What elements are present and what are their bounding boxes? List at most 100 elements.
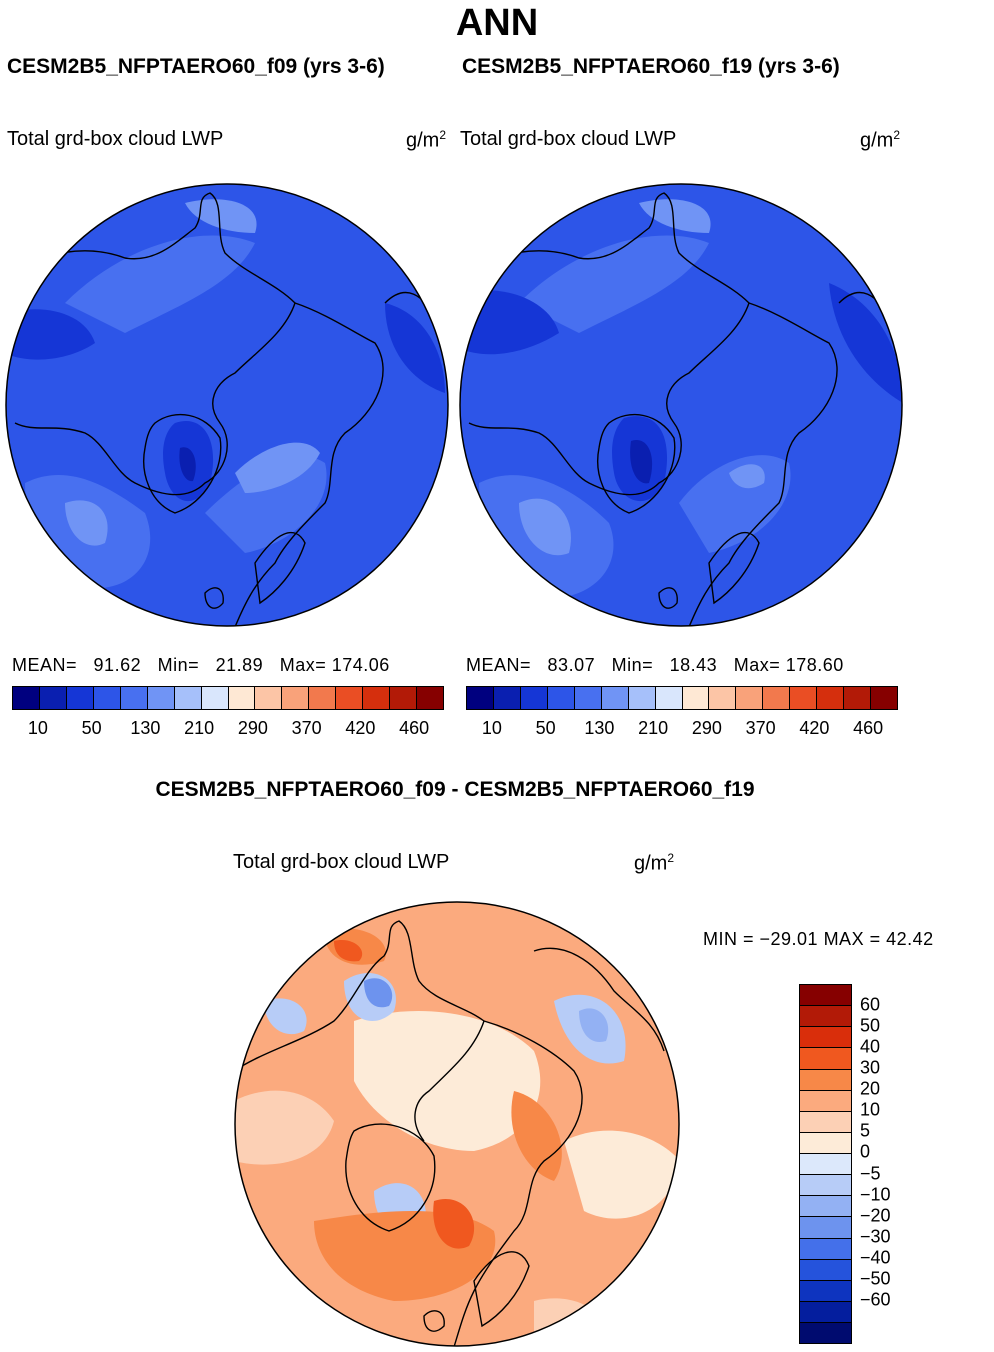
panel2-units: g/m2 [860,128,901,152]
coastline-greenland [143,413,222,514]
coastline-north-america [235,920,485,1142]
colorbar-tick-label: 30 [860,1057,881,1078]
colorbar-swatch [493,687,521,709]
coastline-uk [423,1310,445,1332]
colorbar-tick-label: 210 [184,718,215,738]
colorbar-tick-label: 10 [481,718,502,738]
colorbar-swatch [800,1280,851,1302]
colorbar-tick-label: 460 [853,718,884,738]
colorbar-tick-label: 370 [291,718,322,738]
colorbar-swatch [800,1027,851,1049]
colorbar-tick-label: −20 [860,1205,891,1226]
colorbar-swatch [790,687,818,709]
colorbar-swatch [800,1175,851,1197]
colorbar-swatch [800,1069,851,1091]
panel2-polar-map [459,183,903,627]
panel1-case-title: CESM2B5_NFPTAERO60_f09 (yrs 3-6) [7,55,385,78]
colorbar-tick-label: −30 [860,1226,891,1247]
coastline-eurasia [234,302,384,626]
map-border [5,183,449,627]
colorbar-swatch [520,687,548,709]
coastline-siberia [533,947,665,1052]
lwp-region-pale [65,500,108,546]
coastline-uk [658,587,678,609]
colorbar-swatch [800,1301,851,1323]
colorbar-swatch [800,1006,851,1028]
lwp-region-pale [235,442,320,493]
coastline-uk [204,587,224,609]
colorbar-tick-label: −50 [860,1268,891,1289]
colorbar-swatch [228,687,256,709]
colorbar-swatch [363,687,391,709]
colorbar-swatch [390,687,418,709]
map-border [459,183,903,627]
colorbar-swatch [174,687,202,709]
diff-region-pale [534,1298,606,1346]
colorbar-tick-label: 460 [399,718,430,738]
diff-min-max: MIN = −29.01 MAX = 42.42 [703,929,934,949]
lwp-region-dark [829,283,902,403]
diff-variable-label: Total grd-box cloud LWP [233,851,450,873]
colorbar-tick-label: 50 [860,1015,881,1036]
diff-region-blue-light [264,998,307,1035]
lwp-region-dark [6,309,95,360]
colorbar-swatch [39,687,67,709]
panel2-variable-label: Total grd-box cloud LWP [460,128,677,150]
colorbar-swatch [201,687,229,709]
diff-region-pale [235,1090,334,1165]
coastline-scandinavia [708,531,760,605]
diff-polar-map [234,901,680,1347]
lwp-region-light [205,456,327,553]
colorbar-tick-label: 210 [638,718,669,738]
diff-region-blue [364,978,393,1008]
colorbar-tick-label: 5 [860,1120,871,1141]
diff-title: CESM2B5_NFPTAERO60_f09 - CESM2B5_NFPTAER… [155,778,755,801]
colorbar-tick-label: 10 [27,718,48,738]
colorbar-swatch [800,985,851,1007]
colorbar-swatch [800,1196,851,1218]
colorbar-swatch [800,1090,851,1112]
panel2-case-title: CESM2B5_NFPTAERO60_f19 (yrs 3-6) [462,55,840,78]
colorbar-swatch [800,1238,851,1260]
colorbar-swatch [66,687,94,709]
lwp-region-light [65,235,255,333]
coastline-scandinavia [254,531,306,605]
coastline-north-america [460,192,750,496]
coastline-north-america [6,192,296,496]
colorbar-swatch [800,1154,851,1176]
lwp-region-dark [385,303,445,393]
diff-region-blue [579,1008,609,1042]
colorbar-swatch [601,687,629,709]
coastline-greenland [345,1123,436,1232]
colorbar-swatch [336,687,364,709]
diff-region-orange [511,1091,562,1181]
lwp-region-darkest [630,440,653,484]
diff-region-red [433,1199,475,1249]
colorbar-tick-label: −60 [860,1289,891,1310]
coastline-greenland [597,413,676,514]
colorbar-swatch [800,1132,851,1154]
colorbar-tick-label: 290 [237,718,268,738]
coastline-eurasia [453,1020,583,1346]
coastline-scandinavia [473,1251,530,1328]
colorbar-swatch [800,1259,851,1281]
lwp-region-pale [519,498,571,556]
panel2-colorbar [466,686,898,710]
colorbar-swatch [844,687,872,709]
colorbar-tick-label: 40 [860,1036,881,1057]
colorbar-tick-label: 0 [860,1141,871,1162]
diff-region-red [334,940,363,962]
colorbar-swatch [547,687,575,709]
page-title: ANN [455,2,539,44]
colorbar-swatch [709,687,737,709]
diff-region-pale [564,1130,679,1219]
colorbar-tick-label: −5 [860,1163,881,1184]
colorbar-tick-label: 370 [745,718,776,738]
colorbar-swatch [417,687,443,709]
colorbar-swatch [800,1111,851,1133]
lwp-region-light [519,235,709,333]
colorbar-swatch [655,687,683,709]
lwp-region-pale [185,199,257,233]
panel1-polar-map [5,183,449,627]
colorbar-tick-label: 60 [860,994,881,1015]
